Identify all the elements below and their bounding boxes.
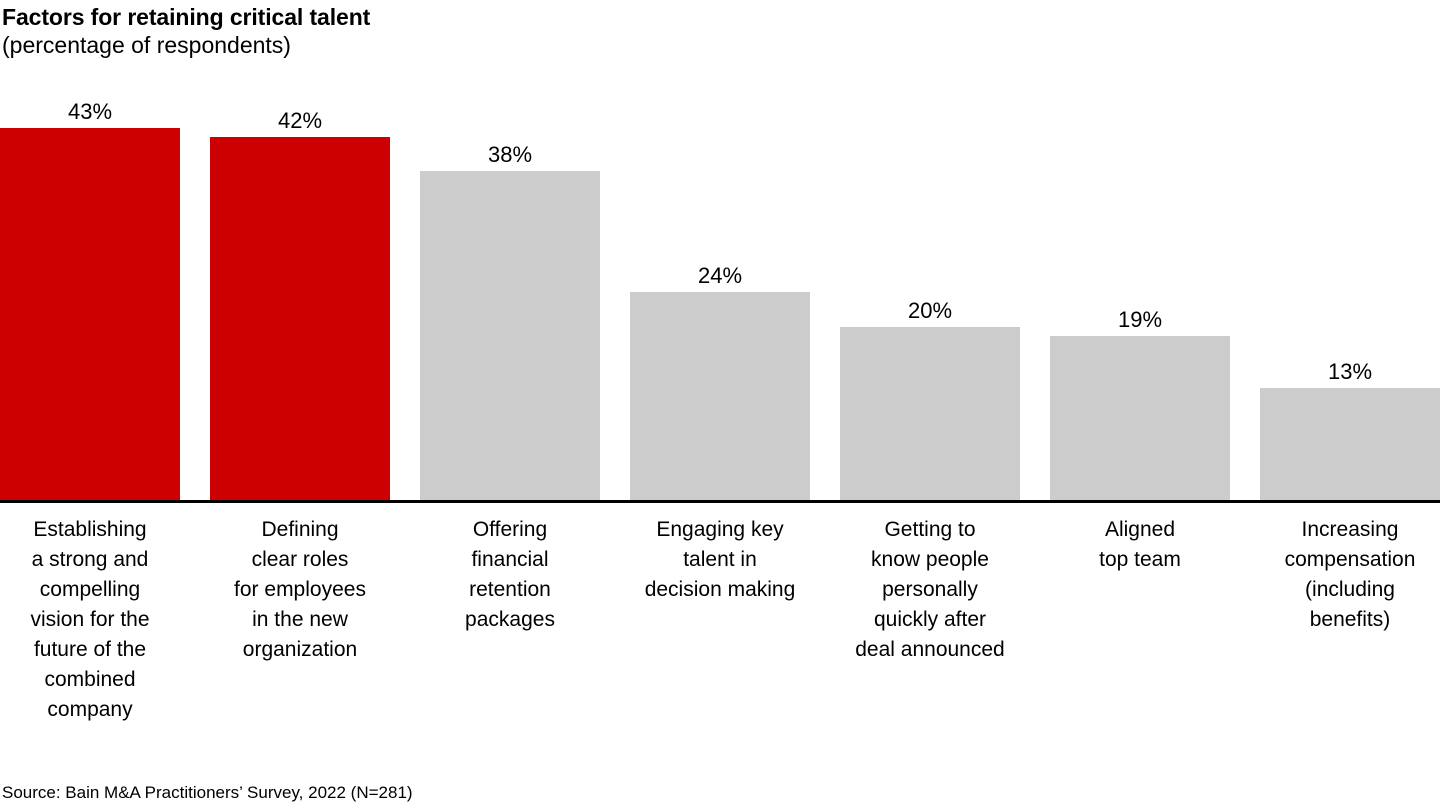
category-label-line: Engaging key — [656, 518, 784, 541]
category-label-line: retention — [469, 578, 551, 601]
chart-subtitle: (percentage of respondents) — [2, 32, 291, 58]
category-label-line: clear roles — [251, 548, 349, 571]
bar[interactable] — [210, 137, 390, 500]
category-label-line: company — [47, 698, 133, 721]
category-label-line: Offering — [472, 518, 548, 541]
category-label-line: personally — [882, 578, 978, 601]
category-label: Increasing compensation (including benefits… — [1257, 515, 1440, 635]
x-axis-line — [0, 500, 1440, 503]
category-label-line: deal announced — [855, 638, 1005, 661]
category-label-line: Establishing — [33, 518, 147, 541]
bar-value-label: 24% — [697, 263, 743, 288]
page-title: Factors for retaining critical talent — [2, 4, 371, 30]
category-label-line: talent in — [683, 548, 757, 571]
bar-group[interactable]: 24% — [630, 96, 810, 500]
bar-value-label: 42% — [277, 108, 323, 133]
category-label-line: financial — [471, 548, 549, 571]
bar-group[interactable]: 19% — [1050, 96, 1230, 500]
category-label-line: compelling — [39, 578, 141, 601]
bar-group[interactable]: 20% — [840, 96, 1020, 500]
category-label-line: combined — [44, 668, 136, 691]
bar-group[interactable]: 38% — [420, 96, 600, 500]
bar-value-label: 43% — [67, 99, 113, 124]
category-label-line: packages — [465, 608, 555, 631]
bar[interactable] — [630, 292, 810, 500]
bar[interactable] — [1260, 388, 1440, 500]
category-label: Offering financial retention packages — [417, 515, 603, 635]
bar[interactable] — [420, 171, 600, 500]
category-label: Establishing a strong and compelling vision… — [0, 515, 183, 725]
bar-series: 43% 42% 38% 24% 20% 19% 13% — [0, 96, 1440, 500]
category-label: Engaging key talent in decision making — [627, 515, 813, 605]
bar-value-label: 13% — [1327, 359, 1373, 384]
category-label-line: top team — [1099, 548, 1181, 571]
bar[interactable] — [840, 327, 1020, 500]
category-label-line: know people — [871, 548, 989, 571]
bar-group[interactable]: 13% — [1260, 96, 1440, 500]
category-label-line: in the new — [252, 608, 348, 631]
category-label-line: vision for the — [30, 608, 150, 631]
category-label-line: organization — [242, 638, 358, 661]
bar-value-label: 38% — [487, 142, 533, 167]
category-label-line: for employees — [234, 578, 366, 601]
category-label-line: quickly after — [873, 608, 987, 631]
category-label: Aligned top team — [1047, 515, 1233, 575]
category-label-line: a strong and — [31, 548, 149, 571]
bar-group[interactable]: 42% — [210, 96, 390, 500]
category-label-line: decision making — [644, 578, 796, 601]
plot-area: 43% 42% 38% 24% 20% 19% 13% — [0, 96, 1440, 503]
bar[interactable] — [1050, 336, 1230, 500]
source-note: Source: Bain M&A Practitioners’ Survey, … — [2, 783, 413, 802]
bar-value-label: 20% — [907, 298, 953, 323]
bar-value-label: 19% — [1117, 307, 1163, 332]
bar-group[interactable]: 43% — [0, 96, 180, 500]
category-label-line: Increasing — [1301, 518, 1399, 541]
chart-header: Factors for retaining critical talent (p… — [0, 0, 1440, 59]
bar[interactable] — [0, 128, 180, 500]
category-label-line: Aligned — [1104, 518, 1176, 541]
category-label-line: (including — [1305, 578, 1395, 601]
category-label-line: benefits) — [1309, 608, 1391, 631]
category-label: Defining clear roles for employees in the n… — [207, 515, 393, 665]
category-label-line: Getting to — [884, 518, 976, 541]
category-label-line: compensation — [1284, 548, 1416, 571]
category-label-line: future of the — [33, 638, 147, 661]
category-label: Getting to know people personally quickly a… — [837, 515, 1023, 665]
category-label-line: Defining — [261, 518, 339, 541]
